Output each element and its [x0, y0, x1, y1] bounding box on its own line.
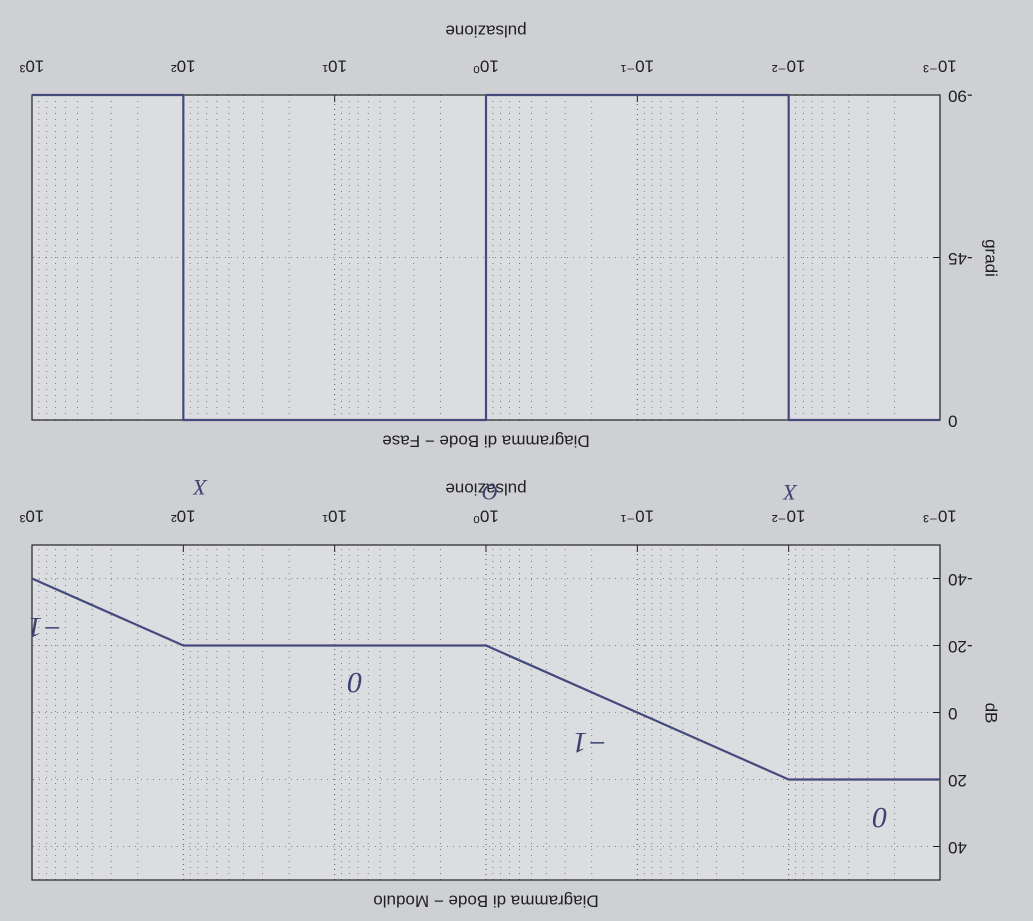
handwritten-note: O: [482, 480, 498, 505]
x-tick-label: 10⁻²: [772, 57, 806, 76]
y-axis-label: dB: [982, 703, 1001, 724]
y-tick-label: 20: [948, 771, 967, 790]
handwritten-note: X: [192, 475, 208, 500]
y-tick-label: -45: [948, 249, 973, 268]
rotated-sheet: Diagramma di Bode − Modulo pulsazione dB 10…: [19, 22, 1000, 911]
handwritten-note: −1: [572, 726, 607, 759]
handwritten-note: −1: [27, 611, 62, 644]
x-tick-label: 10⁻³: [923, 57, 957, 76]
y-tick-label: 40: [948, 838, 967, 857]
chart-title: Diagramma di Bode − Modulo: [373, 892, 598, 911]
x-tick-label: 10³: [19, 507, 44, 526]
x-tick-label: 10¹: [322, 507, 347, 526]
x-tick-label: 10⁻³: [923, 507, 957, 526]
x-tick-label: 10³: [19, 57, 44, 76]
handwritten-note: 0: [348, 666, 363, 699]
x-tick-label: 10⁻¹: [620, 57, 654, 76]
y-tick-label: -90: [948, 87, 973, 106]
x-tick-label: 10⁻²: [772, 507, 806, 526]
x-tick-label: 10²: [171, 507, 196, 526]
x-tick-label: 10⁰: [473, 507, 499, 526]
handwritten-note: 0: [873, 801, 888, 834]
x-tick-label: 10¹: [322, 57, 347, 76]
chart-title: Diagramma di Bode − Fase: [382, 432, 589, 451]
response-line: [32, 93, 940, 422]
y-tick-label: -20: [948, 637, 973, 656]
x-axis-label: pulsazione: [445, 480, 526, 499]
x-tick-label: 10²: [171, 57, 196, 76]
handwritten-note: X: [782, 480, 798, 505]
plot-frame: [31, 544, 941, 881]
y-tick-label: -40: [948, 570, 973, 589]
y-tick-label: 0: [948, 412, 957, 431]
y-tick-label: 0: [948, 704, 957, 723]
x-axis-label: pulsazione: [445, 22, 526, 41]
response-line: [31, 577, 940, 781]
y-axis-label: gradi: [982, 239, 1001, 277]
x-tick-label: 10⁰: [473, 57, 499, 76]
x-tick-label: 10⁻¹: [620, 507, 654, 526]
